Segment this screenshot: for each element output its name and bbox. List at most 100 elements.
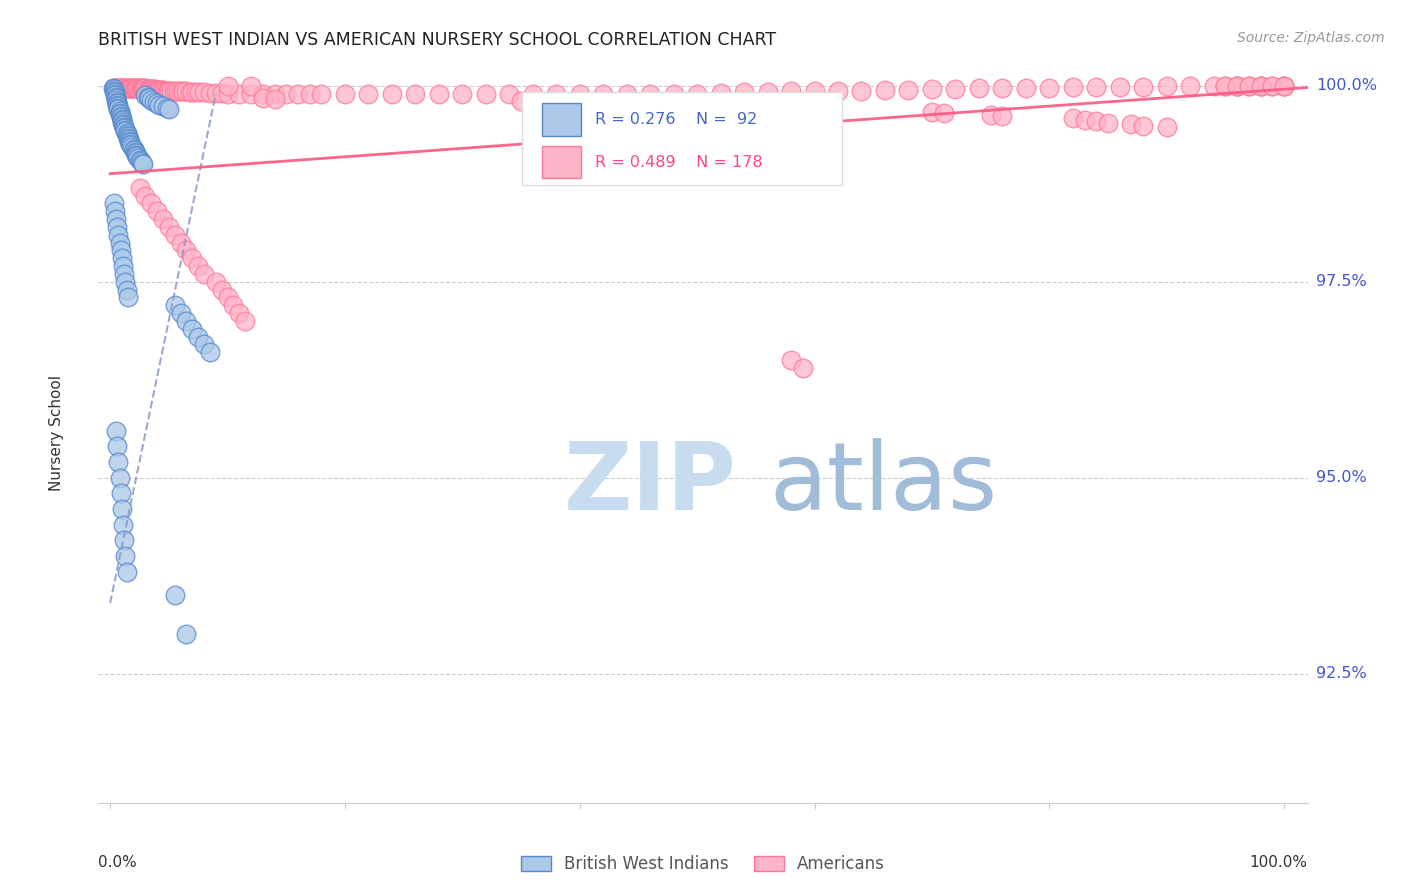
Point [107, 103, 129, 117]
Point [176, 84, 198, 98]
Point [851, 84, 873, 98]
Point [134, 81, 156, 95]
Point [1132, 119, 1154, 133]
Point [179, 85, 201, 99]
Point [150, 83, 173, 97]
Point [148, 97, 170, 112]
Point [157, 219, 180, 234]
Point [139, 82, 162, 96]
Point [1272, 78, 1295, 93]
Point [118, 132, 141, 146]
Point [1250, 78, 1272, 93]
Point [111, 112, 134, 126]
Point [1226, 78, 1249, 93]
Point [967, 81, 990, 95]
Point [1108, 79, 1130, 94]
Point [298, 87, 321, 101]
Point [163, 298, 186, 312]
Point [873, 83, 896, 97]
Point [176, 314, 198, 328]
Point [105, 424, 128, 438]
Point [115, 565, 138, 579]
Point [134, 188, 156, 202]
Point [127, 81, 149, 95]
Point [1202, 78, 1225, 93]
Point [115, 283, 138, 297]
Point [167, 84, 190, 98]
Point [111, 113, 134, 128]
Point [945, 82, 967, 96]
Point [104, 80, 127, 95]
Point [105, 96, 128, 111]
Point [108, 235, 131, 250]
Point [118, 134, 141, 148]
Point [125, 148, 148, 162]
Point [176, 244, 198, 258]
Point [1215, 78, 1237, 93]
Point [921, 104, 943, 119]
Point [120, 80, 142, 95]
Point [114, 275, 136, 289]
Point [991, 110, 1014, 124]
Point [157, 84, 180, 98]
Point [149, 83, 172, 97]
Point [104, 88, 127, 103]
Point [252, 91, 274, 105]
Point [616, 87, 638, 101]
Text: atlas: atlas [769, 439, 998, 531]
Point [152, 99, 174, 113]
Point [1272, 78, 1295, 93]
Point [533, 97, 555, 112]
Point [105, 90, 128, 104]
Point [240, 87, 263, 101]
Text: BRITISH WEST INDIAN VS AMERICAN NURSERY SCHOOL CORRELATION CHART: BRITISH WEST INDIAN VS AMERICAN NURSERY … [98, 31, 776, 49]
Point [181, 322, 204, 336]
Point [1015, 80, 1038, 95]
Point [153, 84, 176, 98]
Point [131, 155, 153, 169]
Text: R = 0.489    N = 178: R = 0.489 N = 178 [595, 154, 763, 169]
Point [141, 93, 163, 107]
Point [136, 90, 159, 104]
Point [117, 130, 139, 145]
Point [128, 81, 150, 95]
Point [991, 81, 1014, 95]
Point [122, 143, 145, 157]
Point [169, 84, 191, 98]
Text: R = 0.276    N =  92: R = 0.276 N = 92 [595, 112, 758, 127]
Point [105, 97, 128, 112]
Point [568, 87, 591, 101]
Text: Source: ZipAtlas.com: Source: ZipAtlas.com [1237, 31, 1385, 45]
Point [169, 235, 191, 250]
Point [217, 87, 239, 101]
Point [222, 298, 245, 312]
Point [114, 80, 136, 95]
Point [148, 83, 170, 97]
Point [141, 82, 163, 96]
Point [233, 314, 256, 328]
Point [697, 100, 720, 114]
Point [193, 337, 215, 351]
Point [134, 88, 156, 103]
Point [381, 87, 404, 101]
Point [1250, 78, 1272, 93]
Point [122, 80, 145, 95]
Point [1132, 79, 1154, 94]
Point [142, 95, 165, 109]
Point [204, 275, 226, 289]
Point [187, 259, 209, 273]
Point [107, 101, 129, 115]
Point [211, 86, 233, 100]
Point [228, 87, 250, 101]
Point [427, 87, 450, 101]
Point [181, 85, 204, 99]
Point [187, 329, 209, 343]
Point [115, 128, 138, 142]
Point [114, 549, 136, 563]
Point [475, 87, 498, 101]
Point [1085, 79, 1108, 94]
FancyBboxPatch shape [522, 92, 842, 185]
Text: 97.5%: 97.5% [1316, 275, 1367, 289]
Bar [543, 103, 581, 136]
Point [104, 204, 127, 219]
